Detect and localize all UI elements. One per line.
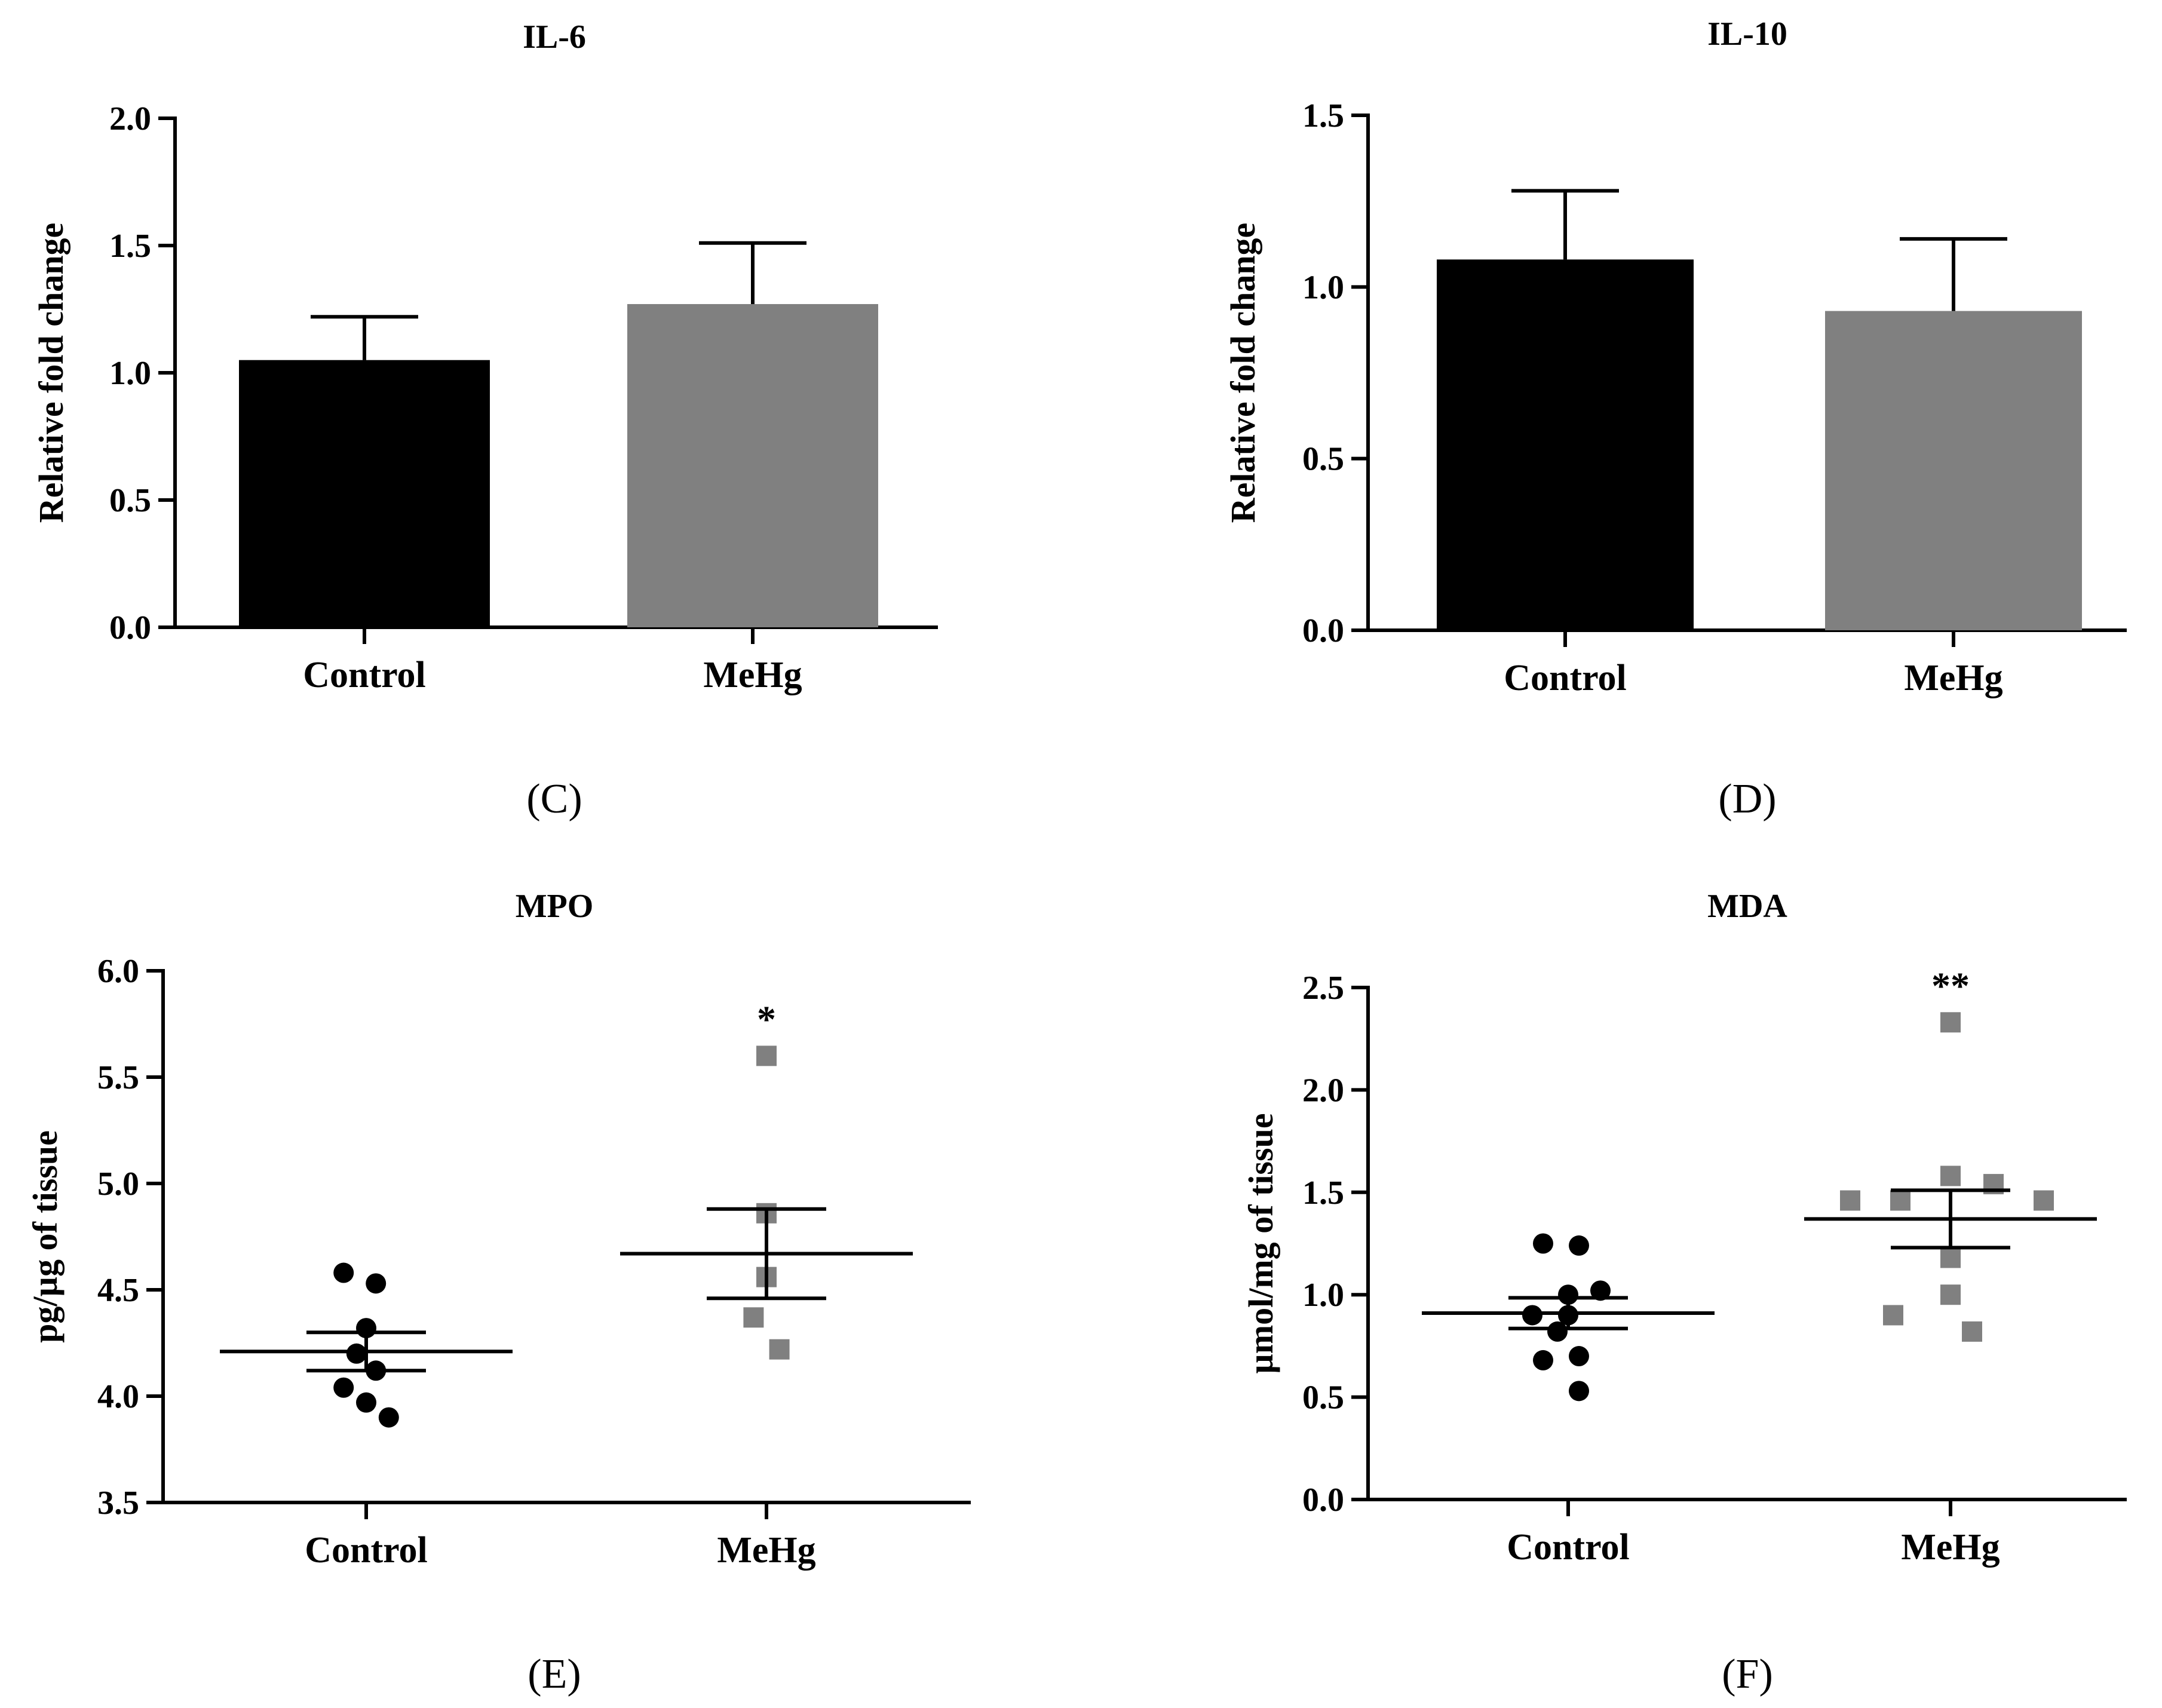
data-point-mehg — [1940, 1012, 1961, 1033]
y-tick-label: 0.5 — [109, 482, 151, 519]
y-tick-label: 1.5 — [1302, 97, 1344, 134]
y-axis-label: pg/µg of tissue — [26, 1130, 65, 1343]
x-tick-label: MeHg — [717, 1530, 815, 1571]
data-point-control — [1558, 1284, 1578, 1305]
data-point-control — [1569, 1381, 1589, 1402]
data-point-control — [333, 1262, 354, 1283]
y-tick-label: 1.0 — [109, 355, 151, 392]
bar-control — [239, 360, 490, 627]
y-tick-label: 3.5 — [97, 1485, 139, 1522]
panel-label: (F) — [1722, 1651, 1773, 1697]
y-tick-label: 2.0 — [109, 100, 151, 137]
data-point-mehg — [756, 1045, 777, 1066]
x-tick-label: Control — [305, 1530, 428, 1571]
chart-title: IL-6 — [523, 19, 586, 56]
y-axis-label: µmol/mg of tissue — [1241, 1113, 1280, 1373]
data-point-control — [1533, 1350, 1553, 1370]
x-tick-label: Control — [1507, 1527, 1630, 1568]
significance-marker: ** — [1931, 964, 1970, 1007]
data-point-control — [346, 1343, 367, 1364]
y-tick-label: 0.0 — [1302, 1482, 1344, 1519]
y-tick-label: 6.0 — [97, 953, 139, 990]
data-point-control — [378, 1407, 399, 1428]
chart-title: MDA — [1707, 888, 1787, 925]
y-tick-label: 0.0 — [1302, 612, 1344, 649]
data-point-control — [1590, 1280, 1611, 1301]
data-point-mehg — [2034, 1190, 2054, 1211]
data-point-control — [356, 1392, 376, 1413]
y-tick-label: 0.5 — [1302, 441, 1344, 478]
panel-label: (C) — [526, 776, 582, 822]
bar-mehg — [627, 303, 878, 628]
y-tick-label: 5.0 — [97, 1166, 139, 1203]
chart-title: MPO — [516, 888, 594, 925]
significance-marker: * — [757, 998, 776, 1040]
data-point-mehg — [1940, 1247, 1961, 1268]
y-tick-label: 1.0 — [1302, 1277, 1344, 1314]
data-point-mehg — [1840, 1190, 1860, 1211]
data-point-mehg — [1890, 1190, 1910, 1211]
y-tick-label: 0.0 — [109, 609, 151, 646]
y-axis-label: Relative fold change — [1223, 223, 1262, 523]
panel-label: (D) — [1718, 776, 1776, 822]
data-point-control — [1547, 1321, 1568, 1342]
data-point-control — [333, 1377, 354, 1398]
chart-panel-c: IL-6 0.0 0.5 1.0 1.5 2.0 Relative fold change C… — [32, 19, 938, 822]
x-tick-label: MeHg — [1901, 1527, 2000, 1568]
data-point-mehg — [1883, 1305, 1903, 1326]
data-point-control — [1522, 1305, 1542, 1326]
data-point-control — [1569, 1346, 1589, 1367]
data-point-control — [1569, 1235, 1589, 1256]
data-point-mehg — [769, 1339, 790, 1360]
x-tick-label: MeHg — [703, 655, 802, 695]
data-point-control — [1533, 1233, 1553, 1254]
y-tick-label: 4.5 — [97, 1272, 139, 1309]
chart-panel-e: MPO 3.5 4.0 4.5 5.0 5.5 6.0 pg/µg of tissue Cont… — [26, 888, 971, 1697]
chart-title: IL-10 — [1707, 16, 1787, 53]
y-tick-label: 2.5 — [1302, 970, 1344, 1007]
y-tick-label: 4.0 — [97, 1378, 139, 1415]
data-point-control — [366, 1273, 387, 1294]
x-tick-label: Control — [1504, 658, 1627, 698]
y-tick-label: 1.0 — [1302, 269, 1344, 306]
x-tick-label: Control — [303, 655, 426, 695]
data-point-mehg — [1940, 1166, 1961, 1186]
bar-mehg — [1825, 311, 2082, 630]
data-point-mehg — [743, 1307, 764, 1328]
panel-label: (E) — [528, 1651, 581, 1697]
chart-panel-d: IL-10 0.0 0.5 1.0 1.5 Relative fold change Con… — [1223, 16, 2127, 822]
y-tick-label: 1.5 — [109, 228, 151, 265]
chart-panel-f: MDA 0.0 0.5 1.0 1.5 2.0 2.5 µmol/mg of tissue Co… — [1241, 888, 2127, 1697]
y-axis-label: Relative fold change — [32, 223, 70, 523]
x-tick-label: MeHg — [1904, 658, 2002, 698]
y-tick-label: 2.0 — [1302, 1072, 1344, 1109]
bar-control — [1437, 259, 1694, 630]
y-tick-label: 0.5 — [1302, 1379, 1344, 1416]
y-tick-label: 1.5 — [1302, 1175, 1344, 1212]
data-point-mehg — [1962, 1321, 1982, 1342]
y-tick-label: 5.5 — [97, 1059, 139, 1096]
data-point-mehg — [1940, 1284, 1961, 1305]
